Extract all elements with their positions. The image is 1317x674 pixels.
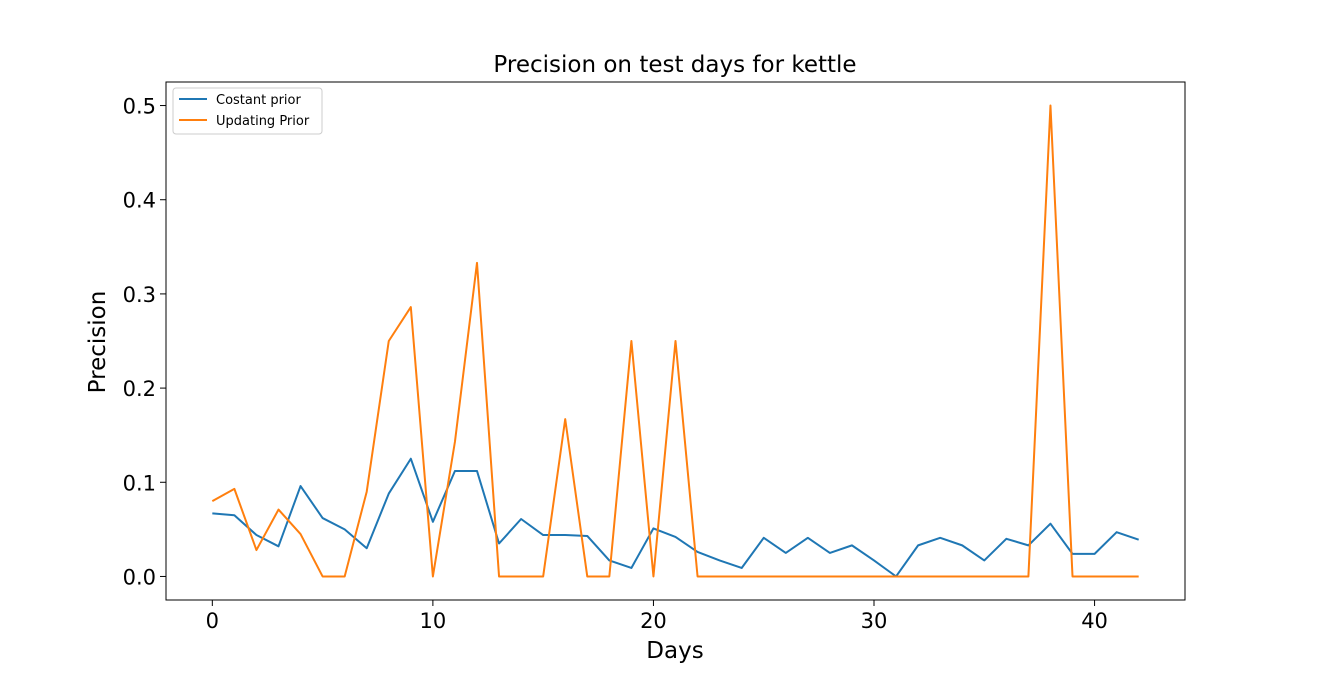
chart-title: Precision on test days for kettle (493, 52, 856, 78)
x-tick-label: 40 (1081, 609, 1108, 633)
x-axis-label: Days (646, 638, 703, 664)
y-tick-label: 0.3 (123, 283, 156, 307)
y-tick-label: 0.5 (123, 95, 156, 119)
x-tick-label: 10 (420, 609, 447, 633)
legend-box (172, 87, 323, 135)
y-tick-label: 0.2 (123, 377, 156, 401)
series-line-1 (212, 457, 1140, 578)
y-tick-label: 0.4 (123, 189, 156, 213)
legend-label-1: Costant prior (216, 93, 301, 108)
y-tick-label: 0.1 (123, 471, 156, 495)
plot-area: 0 10 20 30 40 0.0 0.1 0.2 0.3 0.4 0.5 Costant prior… (123, 81, 1186, 633)
x-tick-label: 0 (206, 609, 219, 633)
y-tick-label: 0.0 (123, 565, 156, 589)
series-line-2 (211, 104, 1139, 578)
legend-label-2: Updating Prior (216, 114, 310, 129)
axes-frame (165, 81, 1186, 601)
x-tick-label: 30 (861, 609, 888, 633)
y-axis-label: Precision (85, 291, 111, 394)
x-tick-label: 20 (640, 609, 667, 633)
